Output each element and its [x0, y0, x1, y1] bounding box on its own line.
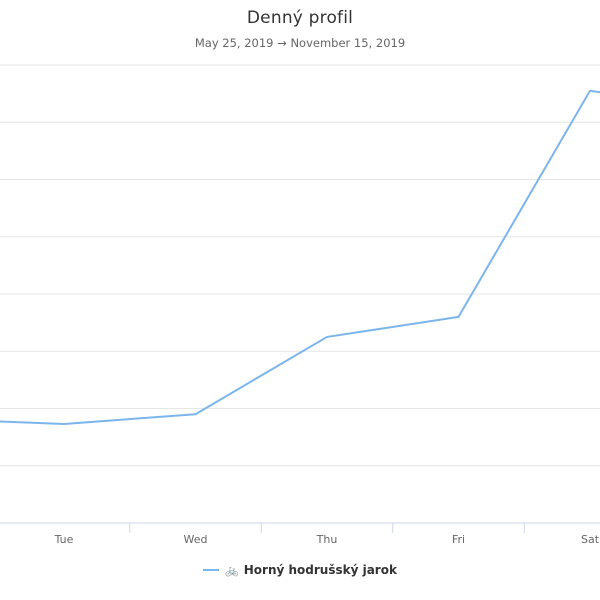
chart-subtitle: May 25, 2019 → November 15, 2019 — [194, 36, 406, 50]
legend[interactable]: 🚲 Horný hodrušský jarok — [0, 563, 600, 577]
x-tick-label: Thu — [316, 533, 338, 546]
series-layer — [0, 87, 600, 428]
legend-label[interactable]: Horný hodrušský jarok — [243, 563, 397, 577]
legend-swatch — [203, 569, 220, 571]
bicycle-icon: 🚲 — [225, 563, 239, 577]
data-point[interactable] — [586, 87, 594, 95]
x-tick-label: Tue — [54, 533, 74, 546]
chart-title: Denný profil — [246, 8, 354, 28]
x-tick-label: Fri — [452, 533, 465, 546]
data-point[interactable] — [60, 420, 68, 428]
data-point[interactable] — [455, 313, 463, 321]
x-tick-label: Sat — [581, 533, 600, 546]
data-point[interactable] — [192, 410, 200, 418]
series-line[interactable] — [0, 89, 600, 425]
grid-layer — [0, 64, 600, 467]
x-tick-label: Wed — [184, 533, 208, 546]
data-point[interactable] — [323, 333, 331, 341]
x-axis: Tue Wed Thu Fri Sat — [0, 522, 600, 546]
